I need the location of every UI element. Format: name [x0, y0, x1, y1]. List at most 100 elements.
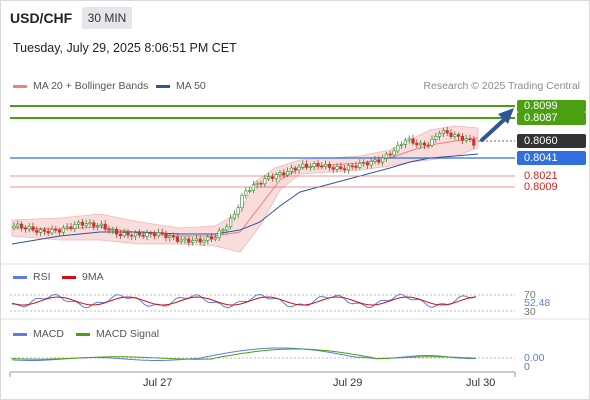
- candle-body: [225, 226, 229, 231]
- ma50-line: [11, 153, 479, 245]
- candle-body: [430, 139, 434, 146]
- legend-rsi: RSI: [13, 271, 51, 283]
- candle-body: [103, 223, 107, 230]
- timeframe-button[interactable]: 30 MIN: [82, 7, 132, 29]
- candle-body: [179, 239, 183, 242]
- candle-body: [191, 240, 195, 243]
- candle-body: [27, 226, 31, 230]
- candle-body: [255, 182, 259, 186]
- candle-body: [206, 236, 210, 241]
- candle-body: [164, 233, 168, 238]
- legend-ma50: MA 50: [156, 80, 206, 92]
- candle-body: [35, 229, 39, 233]
- candle-body: [217, 230, 221, 238]
- candle-body: [198, 238, 202, 243]
- candle-body: [263, 178, 267, 185]
- candle-body: [149, 232, 153, 235]
- candle-body: [346, 165, 351, 171]
- candle-body: [354, 165, 358, 168]
- candle-body: [12, 225, 16, 229]
- rsi-axis-30: 30: [524, 306, 536, 318]
- timestamp: Tuesday, July 29, 2025 8:06:51 PM CET: [13, 41, 237, 55]
- candle-body: [69, 226, 73, 229]
- candle-body: [388, 153, 392, 156]
- candle-body: [468, 138, 472, 140]
- legend-macd-signal-label: MACD Signal: [96, 328, 160, 340]
- candle-body: [248, 190, 252, 192]
- legend-rsi-label: RSI: [33, 271, 51, 283]
- candle-body: [437, 132, 442, 137]
- candle-body: [323, 164, 328, 167]
- tag-current-price: 0.8060: [517, 134, 586, 148]
- candle-body: [19, 223, 24, 229]
- candle-body: [65, 226, 69, 229]
- rsi-line: [11, 293, 477, 309]
- projection-arrow: [480, 116, 508, 142]
- symbol-title: USD/CHF: [10, 10, 73, 26]
- ma20-line: [11, 137, 479, 237]
- candle-body: [88, 222, 92, 225]
- candle-body: [270, 176, 275, 179]
- candle-body: [407, 138, 411, 141]
- candle-body: [99, 223, 103, 226]
- ma50-swatch: [156, 84, 170, 88]
- rsi-swatch: [13, 275, 27, 279]
- candle-body: [320, 165, 324, 168]
- candle-body: [365, 162, 370, 166]
- candle-body: [392, 150, 396, 156]
- legend-macd-signal: MACD Signal: [76, 328, 159, 340]
- candle-body: [422, 142, 427, 146]
- candle-body: [449, 132, 453, 137]
- candle-body: [259, 182, 263, 185]
- candle-body: [126, 232, 130, 236]
- legend-bollinger-label: MA 20 + Bollinger Bands: [33, 80, 149, 92]
- candle-body: [202, 239, 206, 243]
- candle-body: [339, 166, 343, 170]
- candle-body: [153, 233, 157, 237]
- candle-body: [403, 139, 408, 145]
- candle-body: [327, 164, 332, 168]
- candle-body: [464, 138, 468, 141]
- candle-body: [80, 221, 84, 226]
- rsi-ma-line: [11, 296, 477, 306]
- candle-body: [331, 167, 335, 170]
- candle-body: [301, 163, 305, 168]
- candle-body: [172, 235, 176, 238]
- candle-body: [232, 213, 237, 219]
- candle-body: [115, 229, 119, 235]
- macd-axis-zero: 0: [524, 361, 530, 373]
- candle-body: [369, 161, 373, 166]
- candle-body: [221, 229, 225, 232]
- candle-body: [50, 229, 54, 234]
- candle-body: [96, 225, 100, 227]
- candle-body: [304, 163, 309, 168]
- candle-body: [460, 136, 465, 141]
- candle-body: [297, 166, 301, 171]
- candle-body: [61, 227, 65, 233]
- legend-macd: MACD: [13, 328, 64, 340]
- candle-body: [183, 238, 187, 241]
- legend-bollinger: MA 20 + Bollinger Bands: [13, 80, 148, 92]
- candle-body: [472, 139, 476, 146]
- candle-body: [38, 229, 43, 233]
- candle-body: [137, 232, 142, 236]
- candle-body: [42, 229, 46, 232]
- candle-body: [244, 190, 248, 196]
- candle-body: [308, 166, 313, 168]
- bollinger-swatch: [13, 84, 27, 88]
- x-label-jul30: Jul 30: [466, 377, 496, 389]
- candle-body: [23, 227, 28, 230]
- candle-body: [213, 237, 218, 240]
- candle-body: [73, 224, 77, 229]
- candle-body: [415, 142, 419, 146]
- candle-body: [384, 153, 389, 159]
- candle-body: [251, 184, 256, 191]
- candle-body: [278, 172, 282, 175]
- candle-body: [282, 172, 286, 176]
- candle-body: [342, 168, 347, 171]
- macd-value: 0.00: [524, 352, 545, 364]
- candle-body: [411, 138, 415, 144]
- rsi-ma-swatch: [62, 275, 76, 279]
- candle-body: [57, 229, 62, 233]
